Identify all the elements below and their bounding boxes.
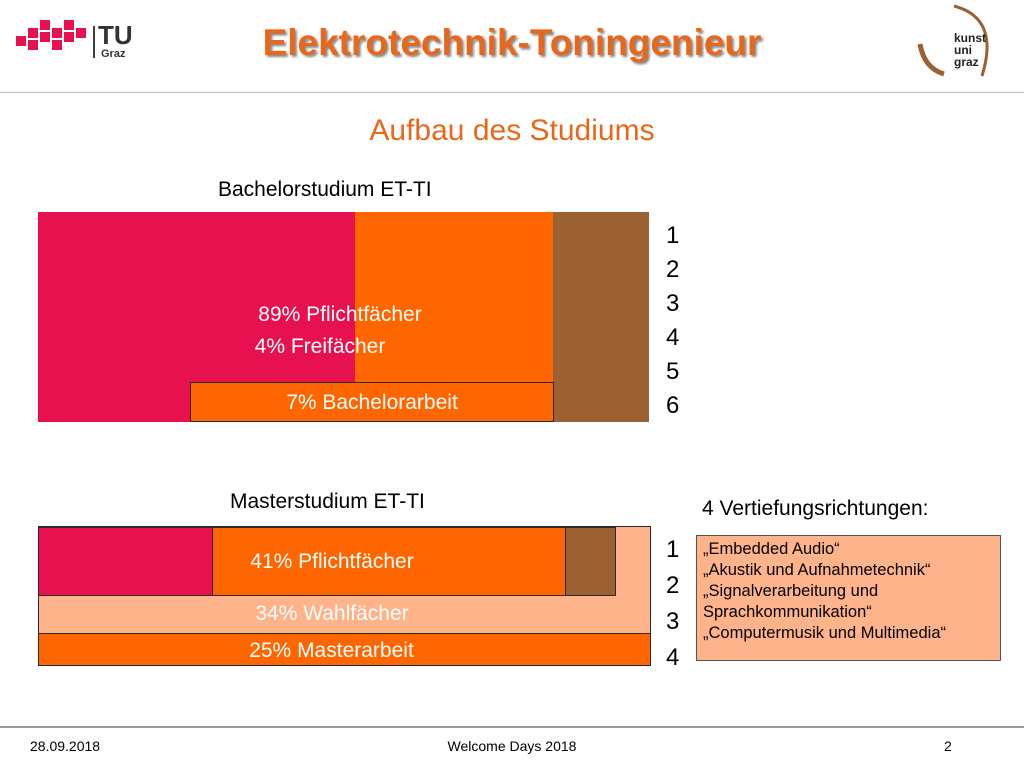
bachelor-semester-1: 1 <box>666 222 680 249</box>
master-semester-4: 4 <box>666 644 680 671</box>
bachelor-semester-6: 6 <box>666 392 680 419</box>
footer-date: 28.09.2018 <box>30 738 101 754</box>
footer-page-number: 2 <box>944 738 952 754</box>
specialization-item-4: Sprachkommunikation“ <box>703 603 872 621</box>
bachelor-semester-5: 5 <box>666 358 680 385</box>
bachelor-free-label: 4% Freifächer <box>254 335 386 358</box>
kunstuni-line-2: uni <box>954 43 972 57</box>
tu-logo-text: TU <box>98 20 133 50</box>
bachelor-heading: Bachelorstudium ET-TI <box>218 178 432 201</box>
kunstuni-logo-text: kunst uni graz <box>954 32 986 68</box>
kunstuni-graz-logo: kunst uni graz <box>910 4 1014 80</box>
footer-event: Welcome Days 2018 <box>447 738 577 754</box>
specialization-item-5: „Computermusik und Multimedia“ <box>703 624 946 642</box>
master-semester-2: 2 <box>666 572 680 599</box>
specializations-heading: 4 Vertiefungsrichtungen: <box>702 497 929 520</box>
footer-divider <box>0 726 1024 728</box>
specialization-item-1: „Embedded Audio“ <box>703 540 840 558</box>
master-semester-list: 1 2 3 4 <box>666 532 679 676</box>
tu-graz-logo-mark <box>16 20 95 58</box>
bachelor-thesis-block: 7% Bachelorarbeit <box>190 382 554 422</box>
specializations-box: „Embedded Audio“ „Akustik und Aufnahmete… <box>696 535 1001 661</box>
master-core-label: 41% Pflichtfächer <box>250 550 414 573</box>
master-red-block <box>38 527 214 596</box>
master-orange-block <box>212 527 567 596</box>
bachelor-semester-4: 4 <box>666 324 680 351</box>
master-semester-1: 1 <box>666 536 680 563</box>
kunstuni-line-3: graz <box>954 55 979 69</box>
header-divider <box>0 92 1024 93</box>
section-subtitle: Aufbau des Studiums <box>369 114 655 147</box>
graz-logo-text: Graz <box>101 48 126 60</box>
specialization-item-2: „Akustik und Aufnahmetechnik“ <box>703 561 931 579</box>
bachelor-semester-list: 1 2 3 4 5 6 <box>666 219 679 423</box>
bachelor-core-label: 89% Pflichtfächer <box>258 303 422 326</box>
bachelor-semester-2: 2 <box>666 256 680 283</box>
master-brown-block <box>565 527 616 596</box>
bachelor-semester-3: 3 <box>666 290 680 317</box>
kunstuni-line-1: kunst <box>954 31 987 45</box>
master-thesis-label: 25% Masterarbeit <box>249 639 414 662</box>
master-semester-3: 3 <box>666 608 680 635</box>
kunstuni-logo-mark <box>917 4 989 77</box>
bachelor-brown-block <box>553 212 649 422</box>
master-heading: Masterstudium ET-TI <box>230 490 425 513</box>
master-electives-label: 34% Wahlfächer <box>255 602 409 625</box>
master-thesis-block: 25% Masterarbeit <box>38 633 651 666</box>
page-title: Elektrotechnik-Toningenieur <box>262 22 762 63</box>
specialization-item-3: „Signalverarbeitung und <box>703 582 879 600</box>
tu-graz-logo: TU Graz <box>14 18 134 66</box>
